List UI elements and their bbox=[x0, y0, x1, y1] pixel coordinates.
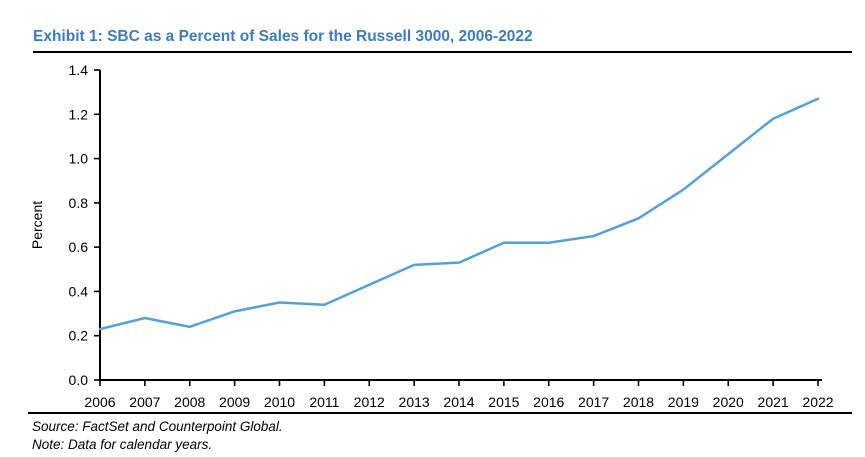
y-tick-label: 0.4 bbox=[69, 283, 89, 299]
line-chart: 0.0 0.2 0.4 0.6 0.8 1.0 1.2 1.4 2006 2007 2008 2009… bbox=[29, 62, 834, 410]
y-tick-label: 0.2 bbox=[69, 328, 89, 344]
x-tick-label: 2020 bbox=[713, 394, 744, 410]
x-tick-label: 2015 bbox=[488, 394, 519, 410]
x-tick-label: 2007 bbox=[129, 394, 160, 410]
calendar-note: Note: Data for calendar years. bbox=[32, 437, 213, 452]
x-tick-label: 2008 bbox=[174, 394, 205, 410]
x-tick-label: 2012 bbox=[354, 394, 385, 410]
footer-divider bbox=[28, 412, 852, 414]
x-tick-label: 2017 bbox=[578, 394, 609, 410]
x-tick-label: 2010 bbox=[264, 394, 295, 410]
title-divider bbox=[33, 51, 852, 53]
exhibit-title: Exhibit 1: SBC as a Percent of Sales for… bbox=[33, 28, 533, 45]
x-tick-label: 2006 bbox=[84, 394, 115, 410]
x-tick-label: 2016 bbox=[533, 394, 564, 410]
x-tick-label: 2014 bbox=[443, 394, 474, 410]
x-tick-label: 2013 bbox=[399, 394, 430, 410]
y-tick-label: 1.2 bbox=[69, 106, 89, 122]
sbc-line-series bbox=[98, 97, 820, 331]
x-tick-label: 2022 bbox=[802, 394, 833, 410]
x-tick-label: 2019 bbox=[668, 394, 699, 410]
y-tick-label: 1.4 bbox=[69, 62, 89, 78]
y-tick-label: 0.8 bbox=[69, 195, 89, 211]
x-tick-label: 2009 bbox=[219, 394, 250, 410]
y-tick-label: 0.0 bbox=[69, 372, 89, 388]
x-tick-label: 2021 bbox=[758, 394, 789, 410]
x-tick-label: 2018 bbox=[623, 394, 654, 410]
source-note: Source: FactSet and Counterpoint Global. bbox=[32, 419, 283, 434]
y-tick-label: 1.0 bbox=[69, 151, 89, 167]
y-axis-title: Percent bbox=[29, 201, 45, 249]
x-tick-label: 2011 bbox=[309, 394, 339, 410]
y-tick-label: 0.6 bbox=[69, 239, 89, 255]
